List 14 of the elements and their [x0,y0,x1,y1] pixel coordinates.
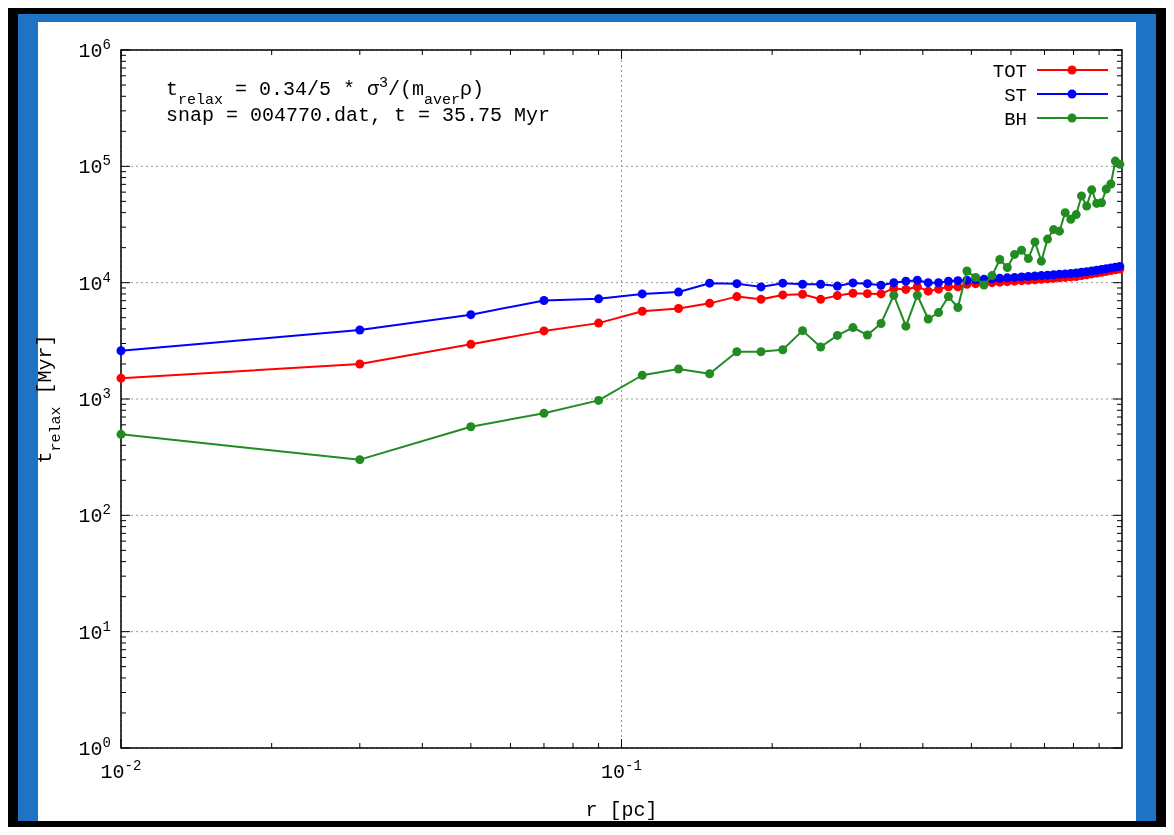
y-tick-label: 10$^{1}$ [78,618,111,645]
legend-label: BH [1004,109,1027,131]
y-tick-label: 10$^{0}$ [78,735,111,761]
x-tick-label: 10$^{-1}$ [601,758,642,784]
y-tick-label: 10$^{5}$ [78,153,111,180]
x-axis-title: r [pc] [585,799,658,822]
y-tick-label: 10$^{6}$ [78,37,111,63]
x-tick-label: 10$^{-2}$ [100,758,142,784]
y-tick-label: 10$^{2}$ [78,502,111,529]
annotation: snap = 004770.dat, t = 35.75 Myr [166,104,551,127]
y-tick-label: 10$^{3}$ [78,386,111,412]
y-tick-label: 10$^{4}$ [78,269,111,296]
legend-label: ST [1004,85,1027,107]
legend-label: TOT [992,61,1027,83]
